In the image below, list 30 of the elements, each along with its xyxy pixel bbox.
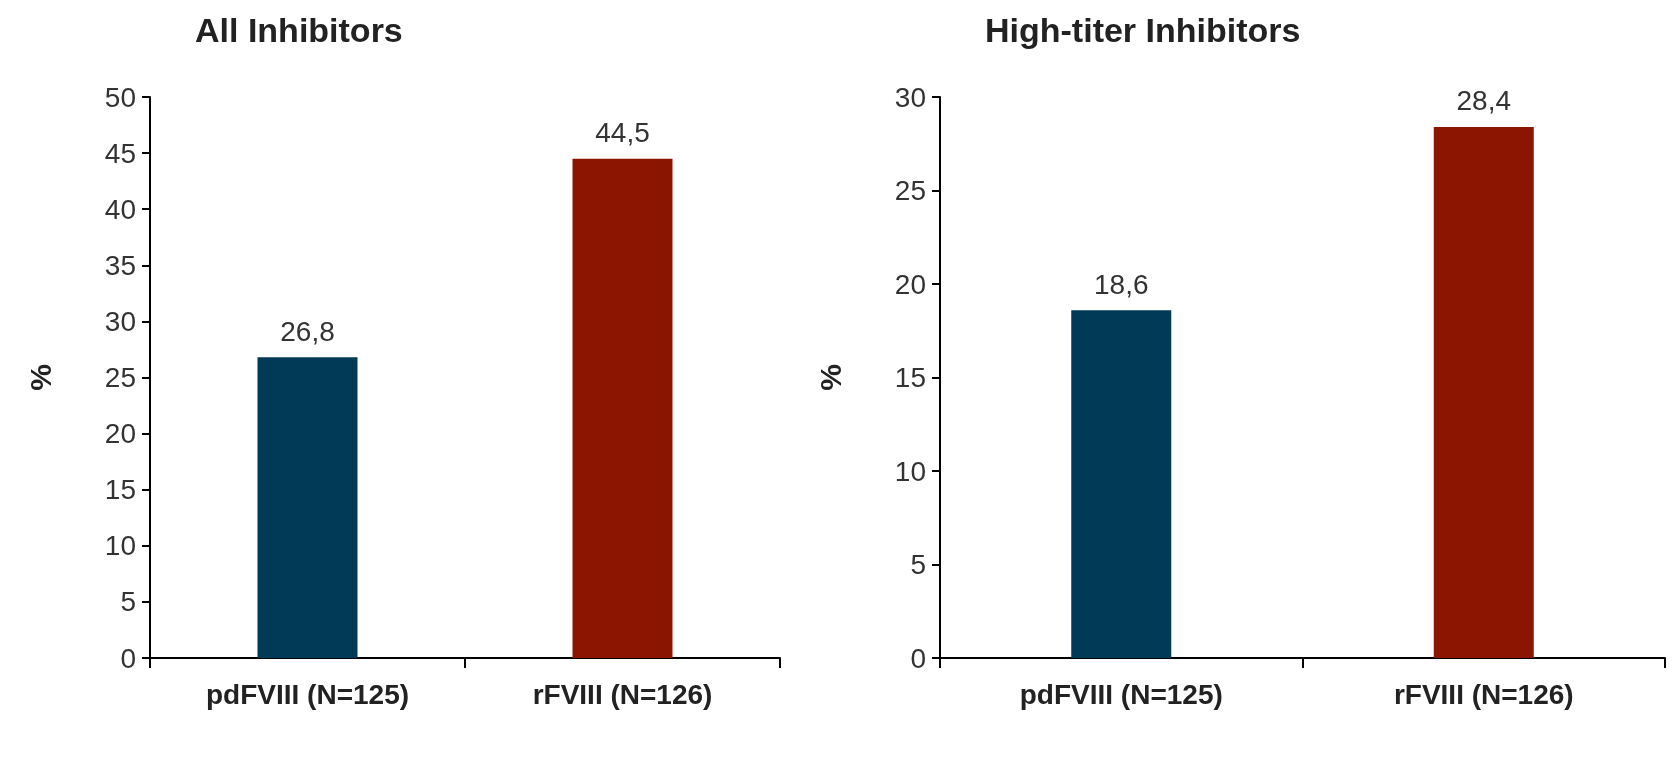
y-tick-label: 10: [104, 530, 136, 562]
y-axis-title: %: [813, 364, 847, 391]
x-tick-label: pdFVIII (N=125): [205, 678, 410, 710]
y-tick-label: 20: [104, 418, 136, 450]
y-tick-label: 5: [910, 549, 926, 580]
y-tick-label: 50: [104, 81, 136, 113]
y-tick-label: 25: [104, 362, 136, 393]
chart-title: All Inhibitors: [195, 11, 403, 49]
y-tick-label: 30: [894, 81, 926, 113]
y-tick-label: 15: [104, 474, 136, 506]
y-tick-label: 0: [910, 642, 926, 674]
x-tick-label: rFVIII (N=126): [532, 678, 713, 710]
x-tick-label: pdFVIII (N=125): [1019, 678, 1223, 710]
y-tick-label: 30: [104, 305, 136, 337]
y-axis-title: %: [23, 364, 57, 391]
data-label: 18,6: [1094, 268, 1149, 300]
data-label: 26,8: [280, 315, 335, 347]
y-tick-label: 25: [894, 175, 926, 206]
y-tick-label: 15: [894, 362, 926, 393]
y-tick-label: 5: [120, 586, 136, 618]
y-tick-label: 20: [894, 268, 926, 300]
data-label: 28,4: [1456, 85, 1511, 117]
y-tick-label: 10: [894, 455, 926, 487]
y-tick-label: 45: [104, 137, 136, 169]
chart-title: High-titer Inhibitors: [985, 11, 1301, 49]
data-label: 44,5: [595, 117, 650, 149]
y-tick-label: 40: [104, 193, 136, 225]
y-tick-label: 35: [104, 249, 136, 281]
y-tick-label: 0: [120, 642, 136, 674]
x-tick-label: rFVIII (N=126): [1393, 678, 1574, 710]
